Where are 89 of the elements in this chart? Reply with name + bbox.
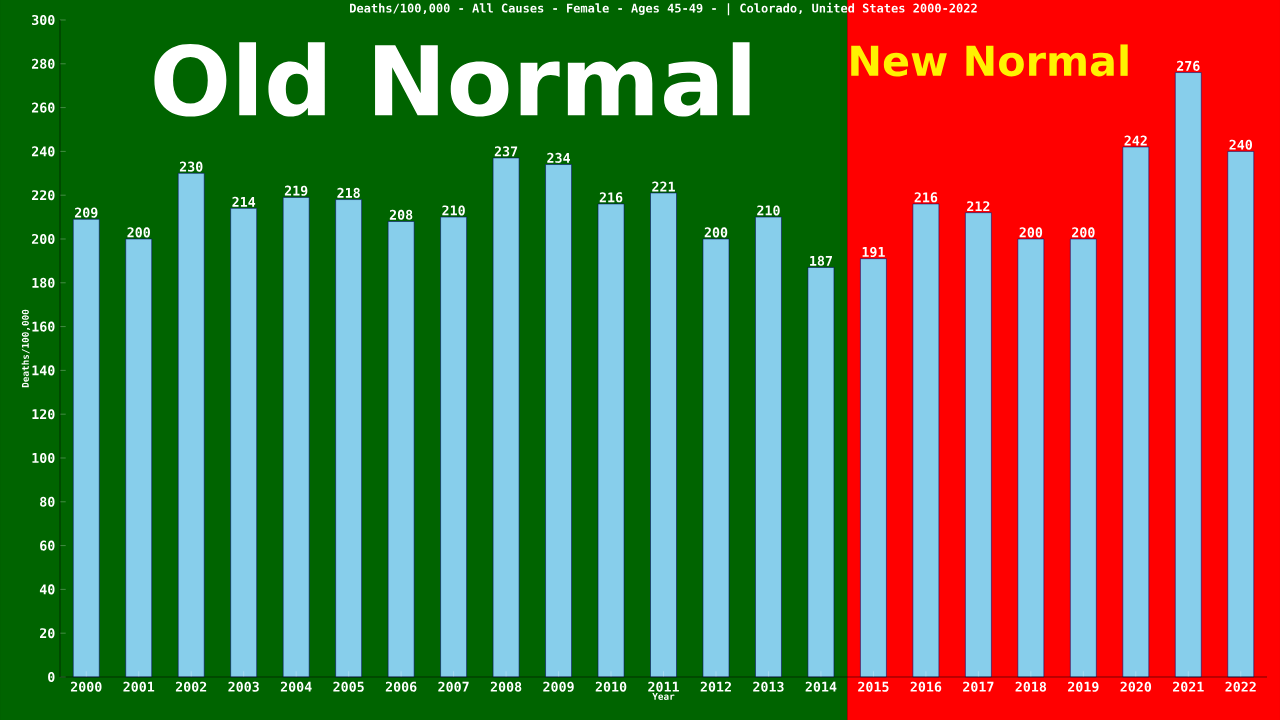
bar: [860, 258, 887, 678]
data-label: 210: [442, 205, 465, 216]
x-tick-label: 2019: [1068, 681, 1099, 692]
x-tick-label: 2012: [700, 681, 731, 692]
x-tick-label: 2008: [490, 681, 522, 692]
x-tick-label: 2022: [1225, 681, 1256, 692]
y-tick-label: 100: [32, 452, 55, 464]
data-label: 187: [810, 255, 832, 266]
x-tick-label: 2016: [910, 681, 942, 692]
y-tick-label: 60: [40, 540, 55, 551]
x-tick-label: 2005: [333, 681, 364, 692]
bar: [597, 203, 625, 678]
data-label: 237: [494, 146, 518, 157]
data-label: 200: [127, 227, 150, 238]
data-label: 200: [1072, 227, 1095, 238]
y-tick-label: 220: [31, 190, 55, 201]
y-tick-label: 140: [32, 365, 55, 376]
y-tick-label: 300: [32, 14, 55, 26]
x-tick-label: 2006: [385, 681, 417, 692]
y-tick-label: 80: [40, 496, 55, 507]
x-tick-label: 2021: [1172, 681, 1204, 692]
bar: [335, 199, 362, 678]
bar: [1227, 151, 1255, 678]
data-label: 242: [1124, 135, 1147, 146]
data-label: 212: [967, 201, 990, 212]
x-tick-label: 2003: [228, 681, 259, 692]
bar: [755, 216, 782, 678]
data-label: 216: [914, 192, 938, 203]
bar: [230, 208, 257, 678]
x-axis-title: Year: [652, 693, 675, 700]
bar: [125, 238, 152, 678]
x-tick-label: 2018: [1015, 681, 1047, 692]
data-label: 208: [389, 209, 413, 220]
y-tick-label: 20: [40, 628, 55, 639]
y-tick-label: 160: [32, 321, 55, 332]
data-label: 209: [74, 207, 98, 218]
bar: [492, 157, 520, 678]
bar: [807, 267, 835, 678]
data-label: 221: [652, 181, 675, 192]
bar: [912, 203, 940, 678]
y-tick-label: 0: [48, 671, 55, 683]
data-label: 219: [284, 185, 308, 196]
bar: [1122, 146, 1150, 678]
bar: [650, 192, 677, 678]
y-axis-title: Deaths/100,000: [21, 309, 31, 388]
x-tick-label: 2014: [805, 681, 837, 692]
data-label: 200: [1019, 227, 1043, 238]
y-tick-label: 260: [31, 102, 55, 113]
x-tick-label: 2009: [543, 681, 574, 692]
data-label: 218: [337, 187, 360, 198]
x-tick-label: 2001: [123, 681, 155, 692]
bar: [965, 212, 992, 678]
y-tick-label: 200: [31, 233, 55, 245]
x-tick-label: 2010: [595, 681, 627, 692]
data-label: 240: [1229, 139, 1253, 150]
x-tick-label: 2011: [648, 681, 679, 692]
data-label: 191: [862, 247, 885, 258]
x-tick-label: 2013: [753, 681, 784, 692]
data-label: 210: [757, 205, 780, 216]
bar: [72, 219, 100, 678]
bar: [1175, 72, 1202, 678]
x-tick-label: 2007: [438, 681, 469, 692]
bar: [440, 216, 467, 678]
bar: [282, 197, 310, 678]
band-label: Old Normal: [154, 42, 750, 117]
bar: [1070, 238, 1097, 678]
x-tick-label: 2000: [70, 681, 102, 692]
bar: [702, 238, 730, 678]
x-tick-label: 2002: [175, 681, 207, 692]
bar: [1017, 238, 1045, 678]
data-label: 230: [179, 161, 203, 172]
band-label: New Normal: [851, 44, 1128, 77]
data-label: 276: [1177, 60, 1200, 71]
y-tick-label: 40: [39, 584, 55, 595]
x-tick-label: 2017: [963, 681, 994, 692]
bar: [387, 221, 415, 678]
x-tick-label: 2020: [1120, 681, 1152, 692]
data-label: 214: [232, 196, 256, 207]
y-tick-label: 240: [31, 146, 55, 157]
x-tick-label: 2015: [858, 681, 889, 692]
x-tick-label: 2004: [280, 681, 312, 692]
data-label: 216: [599, 192, 623, 203]
y-tick-label: 180: [32, 277, 55, 288]
data-label: 200: [704, 227, 728, 238]
data-label: 234: [547, 152, 570, 163]
y-tick-label: 120: [32, 409, 55, 420]
bar: [177, 173, 205, 678]
bar: [545, 164, 572, 678]
y-tick-label: 280: [31, 58, 55, 69]
